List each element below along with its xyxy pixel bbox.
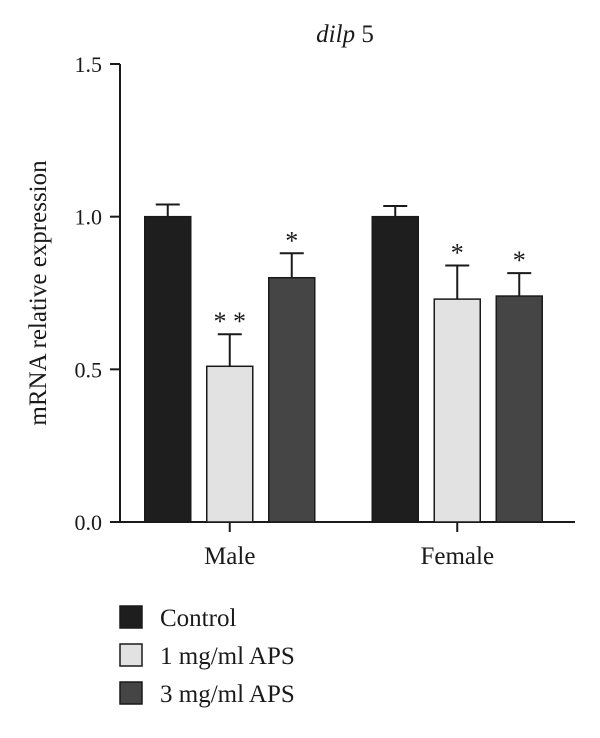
- y-tick-label: 0.5: [75, 357, 103, 382]
- x-category-label: Female: [420, 543, 494, 570]
- significance-marker: *: [285, 226, 298, 255]
- legend-label: Control: [160, 605, 236, 632]
- y-axis-label: mRNA relative expression: [25, 160, 52, 426]
- plot-area: 0.0 0.5 1.0 1.5 Male * * * Female * *: [75, 52, 575, 570]
- bar: [144, 215, 192, 523]
- legend-swatch: [119, 605, 143, 629]
- y-tick-label: 1.5: [75, 52, 103, 77]
- legend-swatch: [119, 681, 143, 705]
- legend: Control 1 mg/ml APS 3 mg/ml APS: [119, 605, 295, 708]
- bar: [206, 365, 254, 523]
- y-tick-label: 0.0: [75, 510, 103, 535]
- significance-marker: *: [513, 246, 526, 275]
- chart-title-number: 5: [355, 21, 374, 48]
- legend-swatch: [119, 643, 143, 667]
- bar: [433, 298, 481, 523]
- bar: [495, 295, 543, 523]
- significance-marker: *: [451, 239, 464, 268]
- bar: [371, 215, 419, 523]
- legend-label: 1 mg/ml APS: [160, 643, 295, 670]
- bar: [268, 276, 316, 523]
- legend-label: 3 mg/ml APS: [160, 681, 295, 708]
- significance-marker: * *: [214, 307, 247, 336]
- y-tick-label: 1.0: [75, 205, 103, 230]
- chart-title: dilp 5: [316, 21, 374, 48]
- chart-title-gene: dilp: [316, 21, 355, 48]
- x-category-label: Male: [204, 543, 255, 570]
